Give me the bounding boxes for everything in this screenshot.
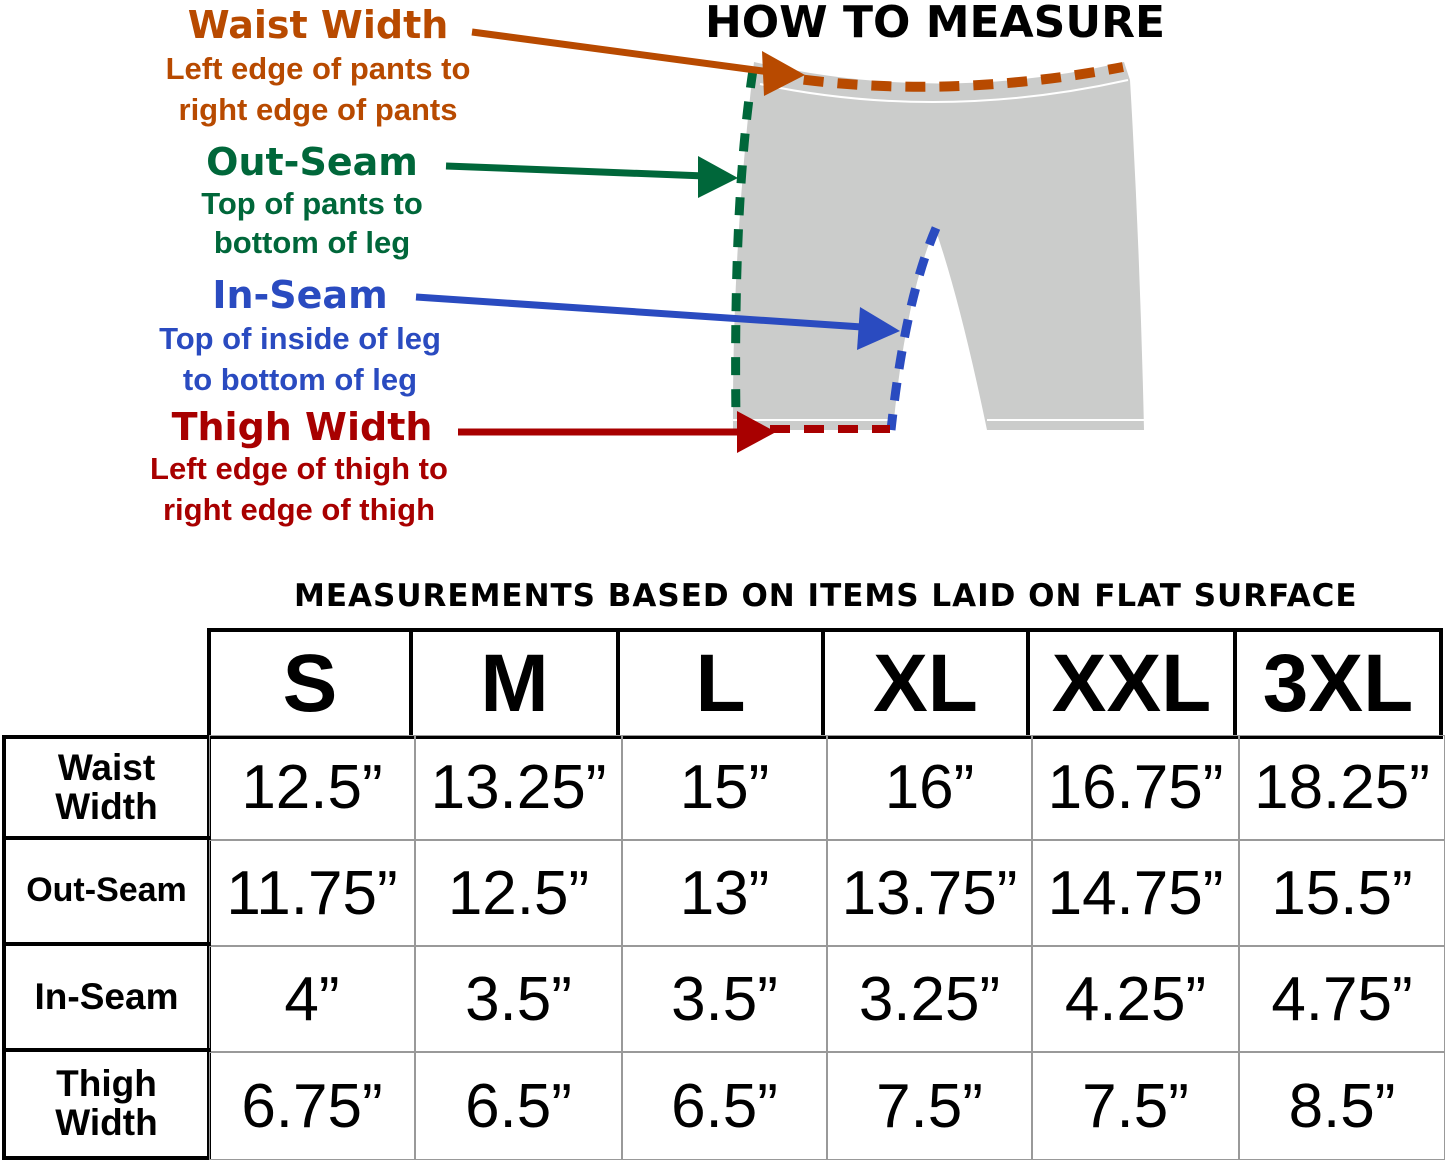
table-cell: 12.5” — [415, 840, 622, 946]
table-cell: 13” — [622, 840, 827, 946]
svg-text:Left edge of thigh to: Left edge of thigh to — [150, 451, 448, 486]
table-cell: 13.75” — [827, 840, 1032, 946]
table-cell: 18.25” — [1239, 735, 1445, 840]
svg-text:Top of inside of leg: Top of inside of leg — [159, 321, 441, 356]
table-cell-text: 15.5” — [1271, 858, 1413, 928]
svg-text:right edge of thigh: right edge of thigh — [163, 492, 435, 527]
table-cell-text: 6.5” — [465, 1071, 572, 1141]
svg-text:Left edge of pants to: Left edge of pants to — [166, 51, 471, 86]
row-label: Thigh Width — [2, 1048, 211, 1160]
table-cell-text: 4” — [284, 964, 340, 1034]
table-cell: 15.5” — [1239, 840, 1445, 946]
thigh-arrow-icon — [458, 411, 776, 453]
svg-text:Waist Width: Waist Width — [188, 3, 449, 47]
table-cell-text: 8.5” — [1288, 1071, 1396, 1141]
table-cell-text: 7.5” — [1082, 1071, 1189, 1141]
table-cell: 16.75” — [1032, 735, 1239, 840]
page-title: HOW TO MEASURE — [705, 0, 1165, 48]
row-label: Waist Width — [2, 735, 211, 840]
svg-text:Top of pants to: Top of pants to — [201, 186, 423, 221]
row-label-text: In-Seam — [34, 975, 179, 1017]
table-cell-text: 7.5” — [876, 1071, 983, 1141]
table-cell: 11.75” — [209, 840, 415, 946]
table-cell: 6.5” — [622, 1052, 827, 1160]
inseam-arrow-icon — [415, 293, 900, 350]
size-header-m-text: M — [480, 637, 549, 729]
table-cell-text: 18.25” — [1254, 753, 1430, 822]
table-cell-text: 3.5” — [465, 964, 572, 1034]
label-out-seam: Out-Seam Top of pants to bottom of leg — [201, 140, 423, 260]
table-cell-text: 16.75” — [1047, 753, 1224, 822]
table-cell-text: 4.25” — [1064, 964, 1207, 1034]
table-cell: 14.75” — [1032, 840, 1239, 946]
how-to-measure-diagram: HOW TO MEASURE Waist Width Left edge of … — [150, 0, 1165, 527]
size-header-s: S — [207, 628, 413, 739]
table-cell-text: 14.75” — [1047, 858, 1224, 928]
table-cell: 4.25” — [1032, 946, 1239, 1052]
table-cell: 3.25” — [827, 946, 1032, 1052]
size-header-3xl-text: 3XL — [1262, 637, 1414, 729]
waist-arrow-icon — [471, 28, 805, 96]
table-cell: 12.5” — [209, 735, 415, 840]
table-cell-text: 6.75” — [241, 1071, 383, 1141]
size-header-l: L — [616, 628, 825, 739]
svg-text:bottom of leg: bottom of leg — [214, 225, 410, 260]
table-cell: 7.5” — [827, 1052, 1032, 1160]
svg-text:right edge of pants: right edge of pants — [179, 92, 458, 127]
size-header-xl: XL — [821, 628, 1030, 739]
table-cell-text: 13” — [679, 858, 770, 928]
table-cell-text: 4.75” — [1271, 964, 1413, 1034]
size-header-s-text: S — [282, 637, 338, 729]
size-header-m: M — [409, 628, 620, 739]
svg-text:to bottom of leg: to bottom of leg — [183, 362, 417, 397]
shorts-icon — [731, 62, 1144, 433]
table-cell: 15” — [622, 735, 827, 840]
table-cell-text: 11.75” — [226, 858, 398, 928]
table-cell-text: 16” — [884, 753, 975, 822]
svg-text:In-Seam: In-Seam — [212, 273, 387, 317]
size-header-3xl: 3XL — [1233, 628, 1443, 739]
label-waist-width: Waist Width Left edge of pants to right … — [166, 3, 471, 127]
table-cell: 6.75” — [209, 1052, 415, 1160]
table-cell: 7.5” — [1032, 1052, 1239, 1160]
svg-text:Out-Seam: Out-Seam — [206, 140, 418, 184]
table-cell: 4.75” — [1239, 946, 1445, 1052]
label-in-seam: In-Seam Top of inside of leg to bottom o… — [159, 273, 441, 397]
table-cell-text: 3.5” — [671, 964, 778, 1034]
row-label-text: Waist Width — [55, 746, 158, 827]
svg-text:Thigh Width: Thigh Width — [172, 405, 433, 449]
table-cell: 16” — [827, 735, 1032, 840]
table-cell: 13.25” — [415, 735, 622, 840]
row-label-text: Out-Seam — [26, 871, 187, 910]
table-cell-text: 15” — [679, 753, 770, 822]
table-cell-text: 12.5” — [447, 858, 590, 928]
table-cell-text: 12.5” — [241, 753, 383, 822]
outseam-arrow-icon — [445, 156, 738, 198]
table-cell-text: 13.75” — [841, 858, 1018, 928]
size-header-xl-text: XL — [873, 637, 978, 729]
row-label: Out-Seam — [2, 836, 211, 946]
table-cell-text: 13.25” — [430, 753, 607, 822]
label-thigh-width: Thigh Width Left edge of thigh to right … — [150, 405, 448, 527]
table-cell: 4” — [209, 946, 415, 1052]
table-cell: 8.5” — [1239, 1052, 1445, 1160]
table-cell-text: 3.25” — [858, 964, 1001, 1034]
row-label: In-Seam — [2, 942, 211, 1052]
size-header-xxl: XXL — [1026, 628, 1237, 739]
row-label-text: Thigh Width — [55, 1063, 158, 1143]
table-caption: MEASUREMENTS BASED ON ITEMS LAID ON FLAT… — [294, 578, 1358, 614]
size-header-xxl-text: XXL — [1051, 637, 1212, 729]
table-cell: 3.5” — [622, 946, 827, 1052]
table-cell-text: 6.5” — [671, 1071, 778, 1141]
table-cell: 6.5” — [415, 1052, 622, 1160]
size-header-l-text: L — [695, 637, 746, 729]
table-cell: 3.5” — [415, 946, 622, 1052]
